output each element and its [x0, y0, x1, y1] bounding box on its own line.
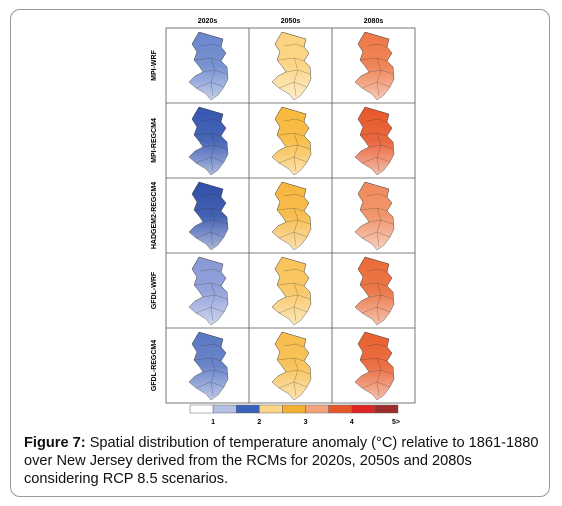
row-label: HADGEM2-REGCM4 [151, 182, 158, 249]
row-label: GFDL-WRF [151, 271, 158, 309]
legend-label: 4 [350, 419, 354, 426]
legend-swatch [259, 404, 283, 414]
county-lines [277, 43, 311, 97]
county-lines [277, 118, 311, 172]
county-lines [194, 343, 228, 397]
county-lines [360, 268, 394, 322]
row-label: MPI-WRF [151, 49, 158, 80]
county-lines [360, 343, 394, 397]
county-lines [277, 193, 311, 247]
county-lines [277, 268, 311, 322]
legend-swatch [212, 404, 237, 414]
caption: Figure 7: Spatial distribution of temper… [24, 434, 546, 488]
map [354, 31, 395, 101]
county-lines [360, 43, 394, 97]
caption-text: Spatial distribution of temperature anom… [24, 435, 539, 487]
legend-swatch [351, 404, 376, 414]
row-label: GFDL-REGCM4 [151, 340, 158, 391]
figure: 2020s 2050s 2080s MPI-WRF MPI-REGCM4 HADGEM2-… [151, 18, 416, 426]
map [188, 31, 229, 101]
column-header: 2080s [364, 18, 384, 25]
map [271, 31, 312, 101]
county-lines [194, 118, 228, 172]
legend-label: 2 [257, 419, 261, 426]
column-header: 2020s [198, 18, 218, 25]
county-lines [277, 343, 311, 397]
column-header: 2050s [281, 18, 301, 25]
panel-border [165, 27, 416, 404]
map [188, 106, 229, 176]
map [271, 331, 312, 401]
map [354, 331, 395, 401]
map [188, 256, 229, 326]
legend-swatch [328, 404, 353, 414]
legend-swatch [282, 404, 306, 414]
map [188, 331, 229, 401]
legend-label: 3 [304, 419, 308, 426]
county-lines [194, 268, 228, 322]
legend-swatch [305, 404, 329, 414]
legend-swatch [235, 404, 260, 414]
legend-swatch [374, 404, 399, 414]
map [354, 106, 395, 176]
caption-lead: Figure 7: [24, 435, 86, 451]
county-lines [194, 193, 228, 247]
county-lines [360, 193, 394, 247]
county-lines [194, 43, 228, 97]
map [271, 256, 312, 326]
map [271, 181, 312, 251]
legend-swatch [189, 404, 214, 414]
row-label: MPI-REGCM4 [151, 118, 158, 163]
figure-frame [10, 9, 550, 497]
map [354, 256, 395, 326]
map [354, 181, 395, 251]
county-lines [360, 118, 394, 172]
map [188, 181, 229, 251]
legend-label: 1 [211, 419, 215, 426]
legend-label: 5> [392, 419, 400, 426]
map [271, 106, 312, 176]
